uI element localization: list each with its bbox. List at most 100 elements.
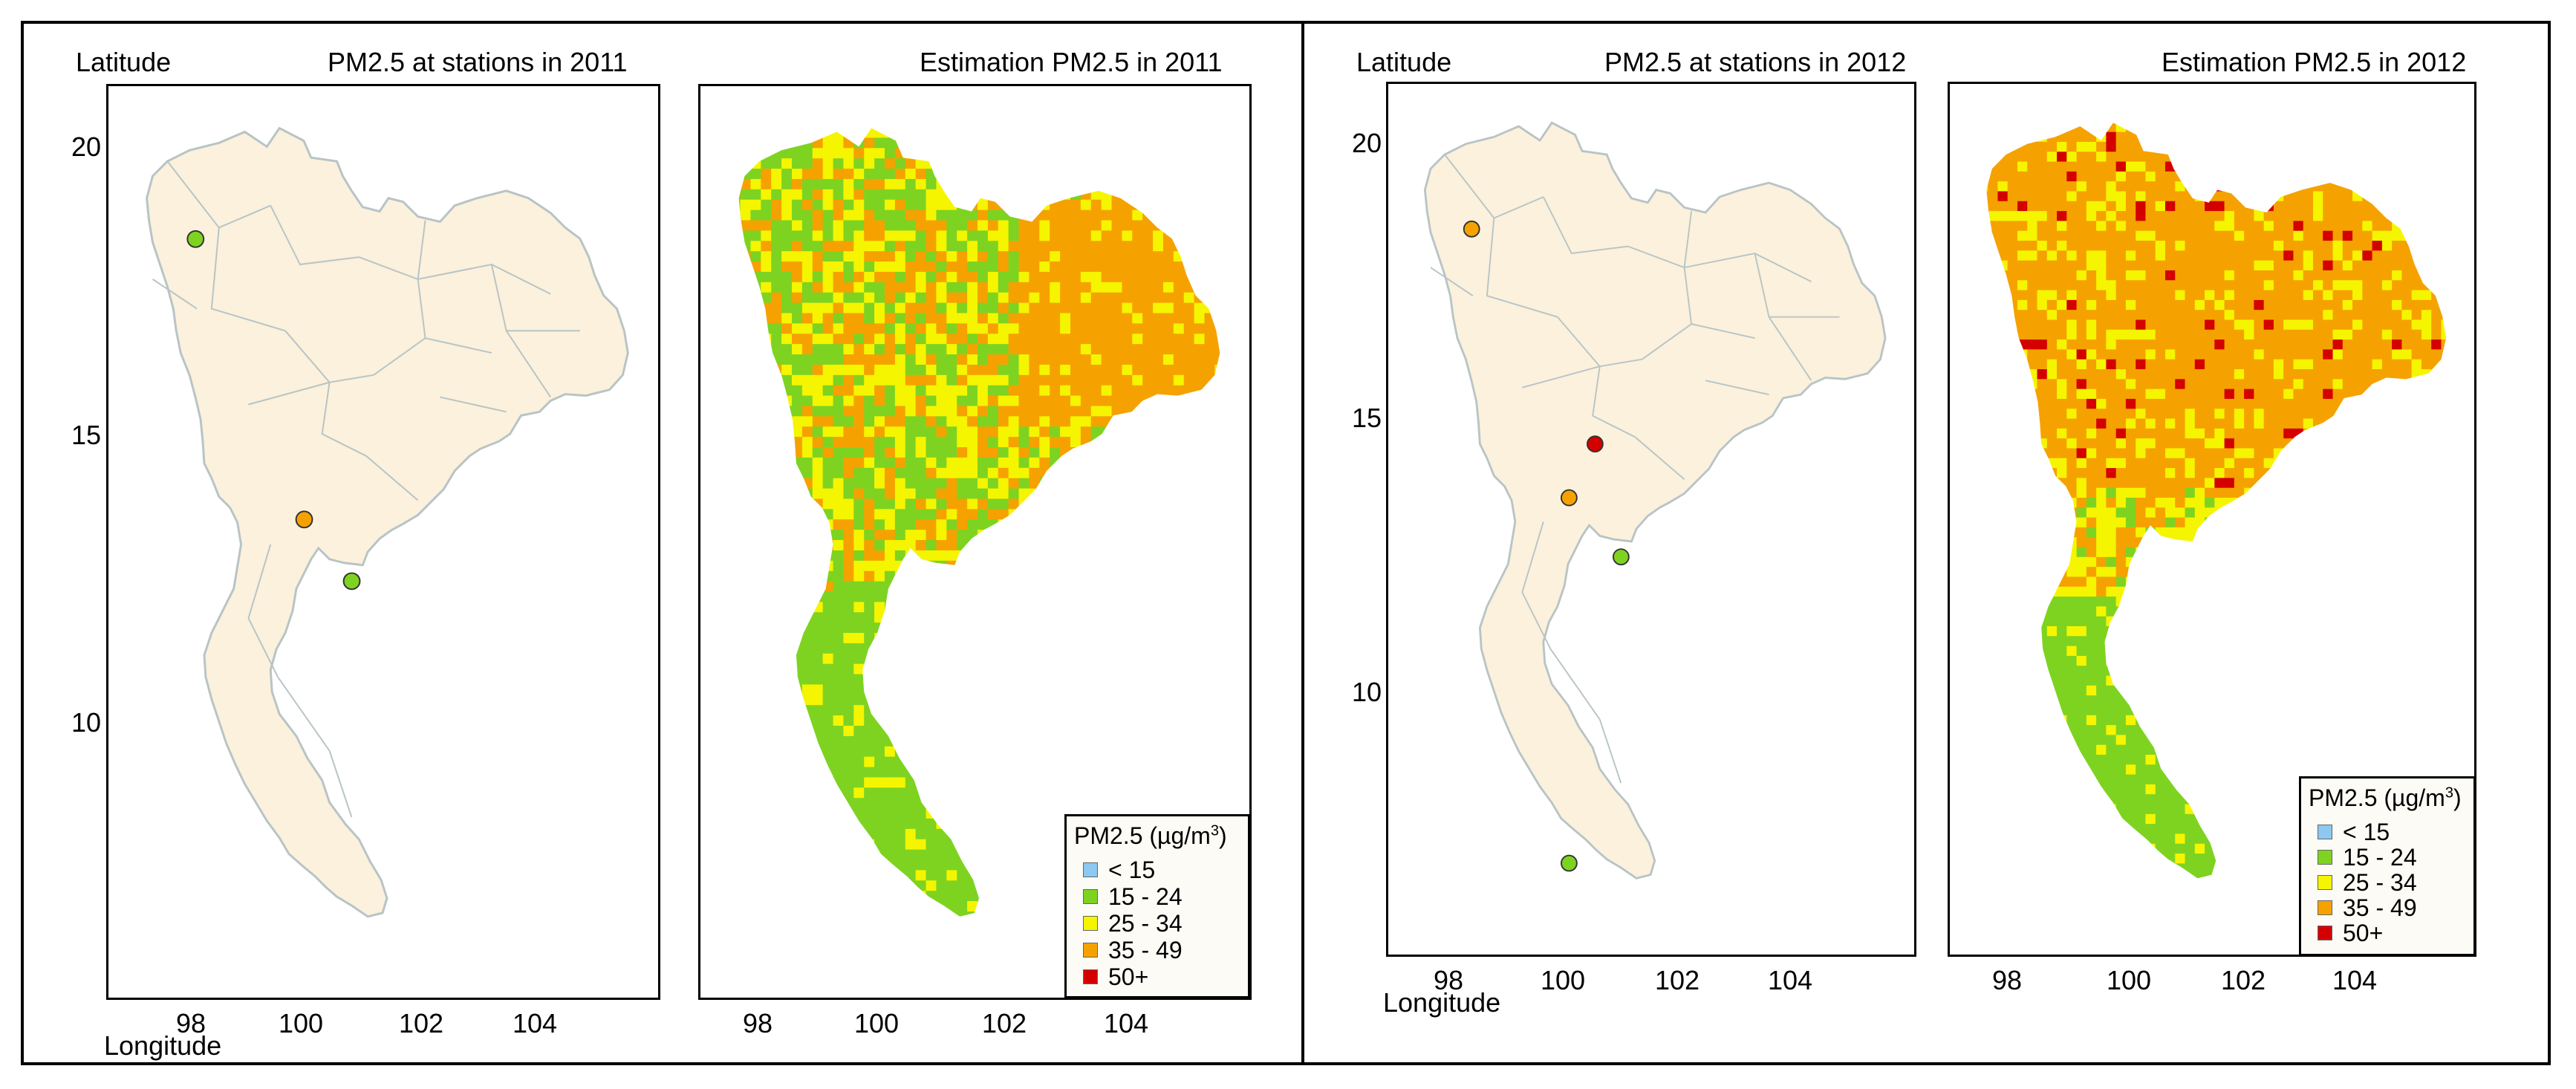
legend-swatch bbox=[2318, 825, 2332, 839]
estimate-map-title: Estimation PM2.5 in 2012 bbox=[2162, 47, 2467, 77]
province-boundary bbox=[1592, 366, 1636, 438]
x-tick-label: 102 bbox=[1655, 965, 1700, 995]
legend-item: 35 - 49 bbox=[2318, 894, 2417, 921]
longitude-label: Longitude bbox=[104, 1030, 222, 1061]
legend: PM2.5 (µg/m3) < 15 15 - 24 25 - 34 35 - … bbox=[2299, 776, 2476, 956]
province-boundary bbox=[1768, 316, 1812, 381]
x-tick-label: 102 bbox=[982, 1008, 1027, 1038]
x-tick-label: 100 bbox=[1541, 965, 1586, 995]
country-outline bbox=[1423, 121, 1887, 880]
legend-item: 15 - 24 bbox=[2318, 844, 2417, 871]
province-boundary bbox=[166, 160, 271, 229]
legend-item: 25 - 34 bbox=[1083, 910, 1183, 937]
legend-item: 50+ bbox=[2318, 920, 2383, 946]
province-boundary bbox=[247, 544, 272, 619]
legend-item: 25 - 34 bbox=[2318, 869, 2417, 896]
legend-item: 35 - 49 bbox=[1083, 937, 1183, 963]
estimate-map bbox=[738, 128, 1220, 917]
legend-swatch bbox=[1083, 943, 1098, 958]
station-map-title: PM2.5 at stations in 2011 bbox=[328, 47, 628, 77]
province-boundary bbox=[373, 337, 426, 376]
legend-item: < 15 bbox=[1083, 856, 1155, 883]
station-map bbox=[146, 126, 629, 918]
x-tick-label: 98 bbox=[1434, 965, 1464, 995]
province-boundary bbox=[1634, 436, 1685, 481]
province-boundary bbox=[1705, 380, 1769, 396]
station-map-title: PM2.5 at stations in 2012 bbox=[1604, 47, 1907, 77]
station-marker bbox=[1561, 489, 1578, 507]
y-tick-label: 20 bbox=[1352, 128, 1382, 158]
legend-title: PM2.5 (µg/m3) bbox=[1074, 822, 1227, 849]
y-tick-label: 20 bbox=[71, 131, 102, 162]
figure-divider bbox=[1301, 21, 1304, 1065]
station-marker bbox=[1612, 548, 1630, 566]
x-tick-label: 100 bbox=[279, 1008, 324, 1038]
legend-swatch bbox=[2318, 875, 2332, 890]
x-tick-label: 102 bbox=[399, 1008, 444, 1038]
province-boundary bbox=[1549, 648, 1601, 721]
province-boundary bbox=[1486, 218, 1558, 318]
province-boundary bbox=[328, 750, 353, 818]
province-boundary bbox=[1521, 591, 1552, 649]
province-boundary bbox=[505, 330, 551, 398]
legend-title: PM2.5 (µg/m3) bbox=[2309, 784, 2462, 811]
legend-swatch bbox=[2318, 900, 2332, 915]
station-marker bbox=[186, 230, 205, 248]
province-boundary bbox=[365, 455, 419, 501]
legend-item: < 15 bbox=[2318, 819, 2390, 845]
y-tick-label: 10 bbox=[1352, 677, 1382, 707]
x-tick-label: 104 bbox=[513, 1008, 558, 1038]
province-boundary bbox=[247, 617, 279, 677]
province-boundary bbox=[152, 279, 198, 310]
estimate-map-panel: PM2.5 (µg/m3) < 15 15 - 24 25 - 34 35 - … bbox=[1948, 82, 2476, 957]
figure-frame bbox=[21, 21, 2551, 1065]
province-boundary bbox=[1642, 323, 1692, 360]
province-boundary bbox=[1598, 719, 1622, 784]
station-marker bbox=[1463, 220, 1480, 238]
legend-swatch bbox=[1083, 889, 1098, 904]
x-tick-label: 104 bbox=[1104, 1008, 1149, 1038]
estimate-map-title: Estimation PM2.5 in 2011 bbox=[920, 47, 1223, 77]
province-boundary bbox=[358, 256, 551, 295]
province-boundary bbox=[248, 381, 330, 406]
station-map-panel bbox=[1386, 82, 1916, 957]
legend-item: 15 - 24 bbox=[1083, 883, 1183, 910]
x-tick-label: 100 bbox=[2107, 965, 2152, 995]
x-tick-label: 104 bbox=[2332, 965, 2378, 995]
legend-swatch bbox=[1083, 862, 1098, 877]
x-tick-label: 100 bbox=[854, 1008, 900, 1038]
station-marker bbox=[295, 510, 313, 529]
country-outline bbox=[146, 126, 629, 918]
legend-item: 50+ bbox=[1083, 963, 1148, 990]
legend: PM2.5 (µg/m3) < 15 15 - 24 25 - 34 35 - … bbox=[1064, 814, 1250, 998]
x-tick-label: 98 bbox=[176, 1008, 206, 1038]
legend-swatch bbox=[1083, 916, 1098, 931]
longitude-label: Longitude bbox=[1383, 987, 1501, 1018]
x-tick-label: 98 bbox=[1992, 965, 2023, 995]
province-boundary bbox=[417, 220, 426, 279]
station-map-panel bbox=[106, 84, 660, 1000]
station-marker bbox=[1586, 435, 1604, 453]
latitude-label: Latitude bbox=[1356, 47, 1452, 77]
province-boundary bbox=[1522, 365, 1600, 389]
x-tick-label: 104 bbox=[1768, 965, 1813, 995]
station-marker bbox=[1561, 854, 1578, 872]
x-tick-label: 98 bbox=[743, 1008, 773, 1038]
legend-swatch bbox=[2318, 926, 2332, 940]
province-boundary bbox=[1627, 245, 1812, 282]
province-boundary bbox=[440, 396, 507, 413]
province-boundary bbox=[270, 205, 360, 266]
station-marker bbox=[342, 572, 361, 591]
estimate-map-panel: PM2.5 (µg/m3) < 15 15 - 24 25 - 34 35 - … bbox=[698, 84, 1252, 1000]
y-tick-label: 10 bbox=[71, 707, 102, 738]
legend-swatch bbox=[2318, 850, 2332, 865]
latitude-label: Latitude bbox=[76, 47, 172, 77]
province-boundary bbox=[277, 676, 331, 752]
x-tick-label: 102 bbox=[2221, 965, 2266, 995]
y-tick-label: 15 bbox=[71, 420, 102, 450]
y-tick-label: 15 bbox=[1352, 403, 1382, 433]
province-boundary bbox=[1430, 267, 1474, 296]
province-boundary bbox=[321, 382, 367, 457]
province-boundary bbox=[1521, 521, 1544, 593]
station-map bbox=[1423, 121, 1887, 880]
